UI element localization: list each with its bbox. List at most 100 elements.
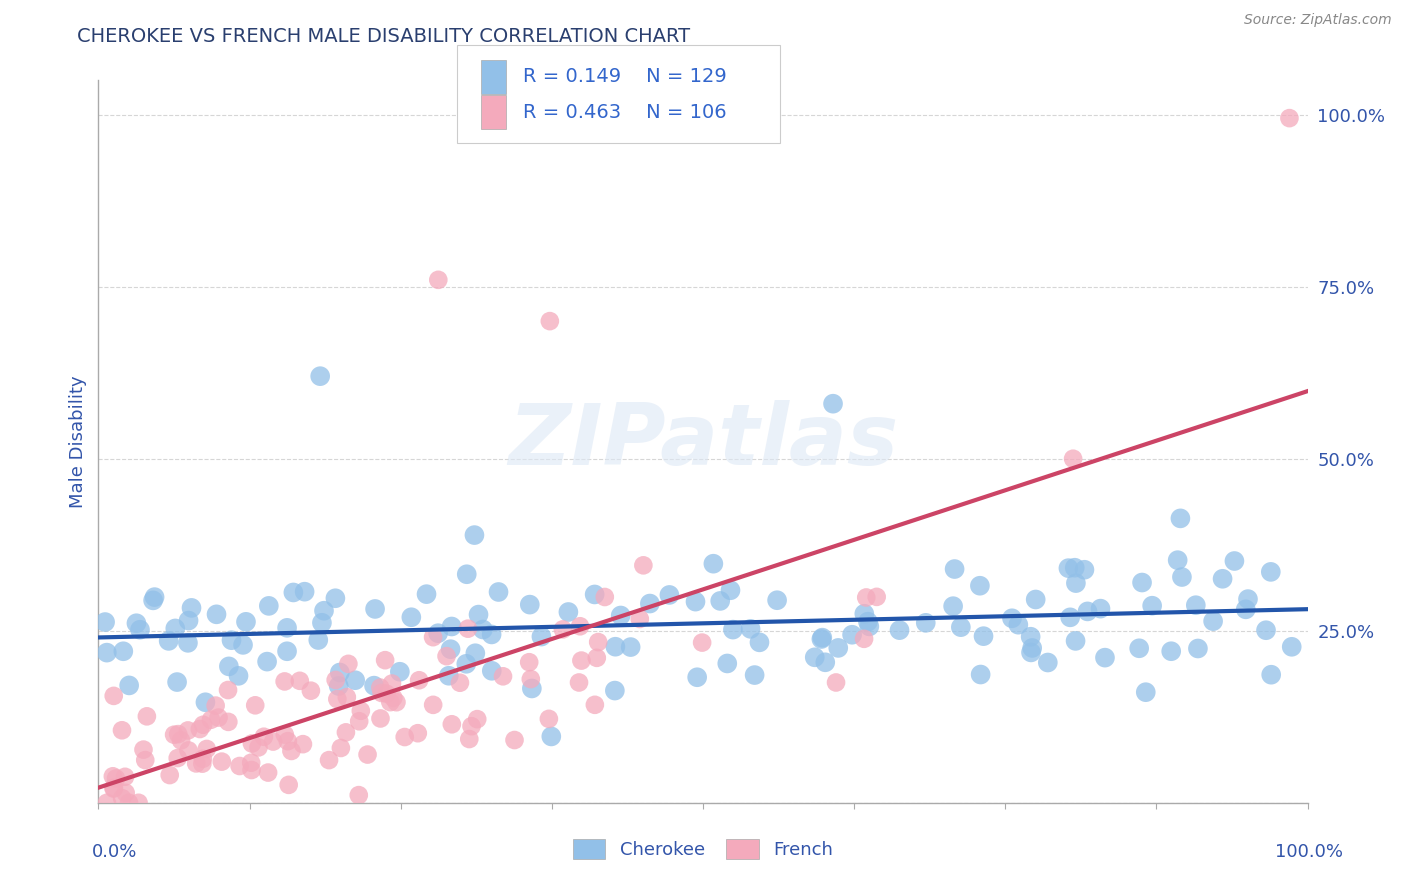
Point [132,742,155,756]
Point [690,635,713,649]
Point [135,709,157,723]
Point [1171,570,1194,584]
Point [1167,553,1189,567]
Point [638,597,661,611]
Point [291,737,314,751]
Point [467,607,489,622]
Point [228,759,250,773]
Point [569,619,592,633]
Point [112,644,135,658]
Point [1202,614,1225,628]
Point [465,712,488,726]
Y-axis label: Male Disability: Male Disability [69,376,87,508]
Point [318,753,340,767]
Point [311,615,333,630]
Point [375,687,398,701]
Point [381,676,404,690]
Point [973,629,995,643]
Point [530,630,553,644]
Point [464,646,486,660]
Point [1237,592,1260,607]
Point [1260,667,1282,681]
Point [294,584,316,599]
Legend: Cherokee, French: Cherokee, French [565,831,841,866]
Point [394,730,416,744]
Point [583,698,606,712]
Point [1260,565,1282,579]
Point [274,728,297,742]
Point [583,587,606,601]
Point [471,623,494,637]
Point [702,557,724,571]
Point [814,655,837,669]
Point [280,744,302,758]
Point [449,675,471,690]
Point [1187,641,1209,656]
Point [380,695,402,709]
Text: 100.0%: 100.0% [1275,843,1343,861]
Point [337,657,360,671]
Point [889,623,911,637]
Point [537,712,560,726]
Point [1057,561,1080,575]
Point [1090,601,1112,615]
Point [1278,111,1301,125]
Point [810,632,832,646]
Point [1140,599,1163,613]
Point [207,710,229,724]
Point [439,642,461,657]
Point [943,562,966,576]
Point [283,585,305,599]
Point [1223,554,1246,568]
Point [356,747,378,762]
Point [942,599,965,614]
Point [128,796,150,810]
Point [620,640,643,654]
Text: 0.0%: 0.0% [91,843,136,861]
Point [165,622,187,636]
Point [240,763,263,777]
Point [103,781,125,796]
Point [853,632,876,646]
Point [456,657,478,671]
Point [111,723,134,738]
Point [520,681,543,696]
Point [205,607,228,622]
Point [1094,650,1116,665]
Text: R = 0.463    N = 106: R = 0.463 N = 106 [523,103,727,122]
Point [709,594,731,608]
Point [191,752,214,766]
Point [1064,634,1087,648]
Point [142,593,165,607]
Point [273,674,295,689]
Point [1170,511,1192,525]
Text: R = 0.149    N = 129: R = 0.149 N = 129 [523,67,727,87]
Point [1019,630,1042,644]
Point [1021,640,1043,655]
Point [949,620,972,634]
Point [374,653,396,667]
Point [288,673,311,688]
Point [481,627,503,641]
Text: CHEROKEE VS FRENCH MALE DISABILITY CORRELATION CHART: CHEROKEE VS FRENCH MALE DISABILITY CORRE… [77,27,690,45]
Point [686,670,709,684]
Point [134,753,156,767]
Point [325,591,347,606]
Point [1019,645,1042,659]
Point [1036,656,1059,670]
Point [262,734,284,748]
Point [240,756,263,770]
Point [170,733,193,747]
Point [191,718,214,732]
Point [194,695,217,709]
Point [716,657,738,671]
Point [257,599,280,613]
Point [370,686,392,700]
Point [517,655,540,669]
Point [1160,644,1182,658]
Point [256,655,278,669]
Point [1135,685,1157,699]
Point [408,673,430,688]
Point [307,633,329,648]
Point [586,635,609,649]
